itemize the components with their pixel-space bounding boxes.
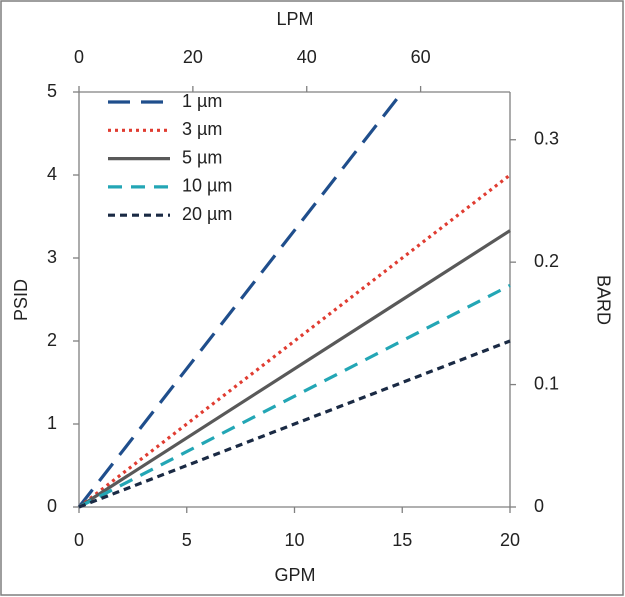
y2-axis-label: BARD: [593, 275, 613, 325]
y-tick-label: 1: [47, 413, 57, 433]
x2-axis-label: LPM: [276, 9, 313, 29]
y-tick-label: 5: [47, 81, 57, 101]
legend-label: 5 µm: [182, 147, 222, 167]
x-tick-label: 0: [74, 530, 84, 550]
x2-tick-label: 20: [183, 47, 203, 67]
y-axis-label: PSID: [11, 279, 31, 321]
series-line: [78, 229, 511, 509]
x2-tick-label: 60: [411, 47, 431, 67]
y2-tick-label: 0: [534, 496, 544, 516]
x-tick-label: 5: [182, 530, 192, 550]
x-tick-label: 10: [284, 530, 304, 550]
legend-label: 20 µm: [182, 204, 232, 224]
series-line: [78, 339, 511, 509]
legend-label: 1 µm: [182, 91, 222, 111]
x2-tick-label: 0: [74, 47, 84, 67]
x-tick-label: 15: [392, 530, 412, 550]
y-tick-label: 3: [47, 247, 57, 267]
legend-label: 10 µm: [182, 176, 232, 196]
y-tick-label: 0: [47, 496, 57, 516]
y2-tick-label: 0.1: [534, 373, 559, 393]
y2-tick-label: 0.3: [534, 128, 559, 148]
x-tick-label: 20: [500, 530, 520, 550]
series-line: [78, 283, 511, 509]
series-line: [77, 91, 404, 508]
legend-label: 3 µm: [182, 119, 222, 139]
x-axis-label: GPM: [274, 565, 315, 585]
y2-tick-label: 0.2: [534, 251, 559, 271]
x2-tick-label: 40: [297, 47, 317, 67]
y-tick-label: 4: [47, 164, 57, 184]
y-tick-label: 2: [47, 330, 57, 350]
